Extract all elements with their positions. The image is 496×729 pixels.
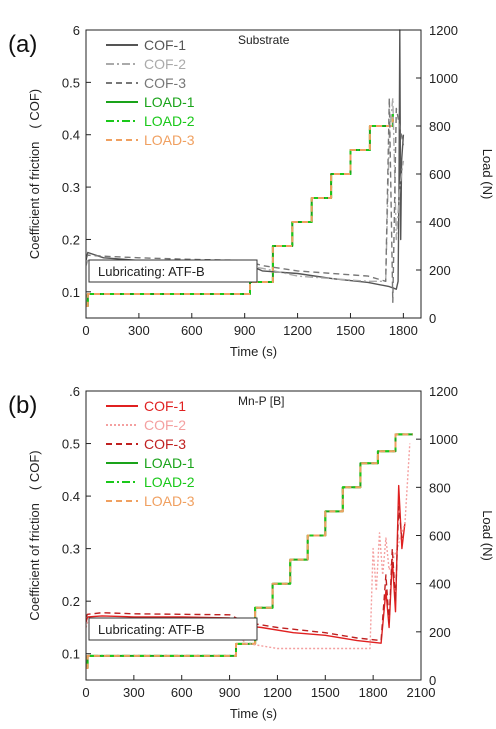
chart-title: Substrate: [238, 33, 290, 47]
series-line-load-3: [86, 114, 394, 307]
y-left-tick-label: 0.5: [62, 437, 80, 452]
y-right-tick-label: 600: [429, 529, 451, 544]
annotation-box: [88, 617, 258, 641]
y-left-tick-label: 0.2: [62, 594, 80, 609]
panel-label: (b): [8, 392, 37, 419]
x-tick-label: 1800: [389, 323, 418, 338]
y-right-tick-label: 600: [429, 167, 451, 182]
y-right-tick-label: 400: [429, 577, 451, 592]
y-right-tick-label: 0: [429, 673, 436, 688]
series-line-cof-3: [86, 505, 403, 642]
series-line-cof-1: [86, 29, 405, 290]
x-axis-label: Time (s): [230, 344, 277, 359]
y-right-tick-label: 0: [429, 311, 436, 326]
x-tick-label: 600: [171, 685, 193, 700]
legend-label: COF-2: [144, 417, 186, 433]
panel-b: (b) 0 300 600 900 1200 1500 1800 2100 Time (s) 0.1…: [8, 384, 495, 721]
y-left-tick-label: .6: [69, 384, 80, 399]
legend-label: COF-2: [144, 56, 186, 72]
x-tick-label: 300: [123, 685, 145, 700]
x-tick-label: 1200: [283, 323, 312, 338]
legend-label: LOAD-2: [144, 113, 195, 129]
y-left-tick-label: 0.1: [62, 285, 80, 300]
y-left-tick-label: 6: [73, 23, 80, 38]
series-line-cof-3: [86, 97, 405, 303]
y-left-tick-label: 0.3: [62, 180, 80, 195]
y-right-tick-label: 200: [429, 625, 451, 640]
panel-label: (a): [8, 31, 37, 58]
y-left-tick-label: 0.3: [62, 542, 80, 557]
x-tick-label: 0: [82, 685, 89, 700]
legend-label: COF-3: [144, 436, 186, 452]
y-right-tick-label: 1000: [429, 71, 458, 86]
legend-label: LOAD-2: [144, 474, 195, 490]
plot-area: [86, 433, 413, 669]
series-line-cof-1: [86, 484, 406, 644]
annotation-text: Lubricating: ATF-B: [98, 264, 205, 279]
x-tick-label: 1800: [359, 685, 388, 700]
legend-label: LOAD-1: [144, 455, 195, 471]
chart-title: Mn-P [B]: [238, 394, 284, 408]
y-right-axis-label: Load (N): [480, 510, 495, 561]
x-tick-label: 1500: [336, 323, 365, 338]
series-line-cof-2: [86, 97, 405, 282]
legend-label: LOAD-3: [144, 132, 195, 148]
legend-label: COF-3: [144, 75, 186, 91]
x-tick-label: 300: [128, 323, 150, 338]
x-tick-label: 900: [234, 323, 256, 338]
series-line-load-3: [86, 433, 413, 669]
y-left-tick-label: 0.4: [62, 128, 80, 143]
annotation-text: Lubricating: ATF-B: [98, 622, 205, 637]
panel-a: (a) 0 300 600 900 1200 1500 1800 Time (s) 0.1 0.2 0…: [8, 23, 495, 359]
x-tick-label: 0: [82, 323, 89, 338]
legend-label: COF-1: [144, 37, 186, 53]
y-left-axis-label: Coefficient of friction ( COF): [27, 89, 42, 259]
y-right-tick-label: 1200: [429, 384, 458, 399]
y-left-tick-label: 0.4: [62, 489, 80, 504]
y-right-tick-label: 1200: [429, 23, 458, 38]
x-tick-label: 1200: [263, 685, 292, 700]
x-tick-label: 1500: [311, 685, 340, 700]
x-axis-label: Time (s): [230, 706, 277, 721]
y-left-tick-label: 0.5: [62, 75, 80, 90]
y-right-tick-label: 200: [429, 263, 451, 278]
y-right-tick-label: 800: [429, 480, 451, 495]
x-tick-label: 600: [181, 323, 203, 338]
annotation-box: [88, 259, 258, 283]
x-tick-label: 900: [219, 685, 241, 700]
y-left-tick-label: 0.2: [62, 232, 80, 247]
x-tick-label: 2100: [407, 685, 436, 700]
y-left-axis-label: Coefficient of friction ( COF): [27, 450, 42, 620]
y-right-tick-label: 1000: [429, 432, 458, 447]
legend-label: COF-1: [144, 398, 186, 414]
y-right-tick-label: 400: [429, 215, 451, 230]
legend-label: LOAD-3: [144, 493, 195, 509]
y-left-tick-label: 0.1: [62, 647, 80, 662]
y-right-axis-label: Load (N): [480, 149, 495, 200]
legend-label: LOAD-1: [144, 94, 195, 110]
y-right-tick-label: 800: [429, 119, 451, 134]
